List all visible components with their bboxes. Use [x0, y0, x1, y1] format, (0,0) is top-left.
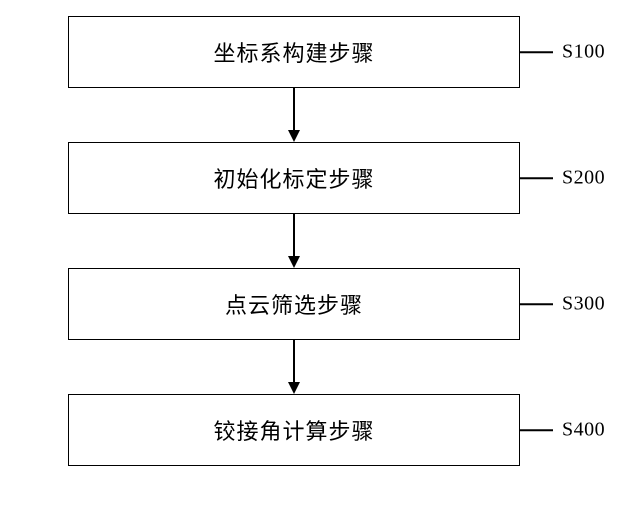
step-text: 点云筛选步骤: [225, 288, 363, 320]
step-box-s300: 点云筛选步骤: [68, 268, 520, 340]
step-text: 初始化标定步骤: [213, 162, 374, 194]
step-box-s200: 初始化标定步骤: [68, 142, 520, 214]
arrow-s100-s200: [68, 88, 520, 142]
step-label-s100: S100: [562, 41, 605, 64]
step-label-s400: S400: [562, 419, 605, 442]
connector-line: [519, 51, 553, 53]
arrow-line: [293, 340, 295, 382]
step-label-s200: S200: [562, 167, 605, 190]
step-box-s100: 坐标系构建步骤: [68, 16, 520, 88]
connector-line: [519, 177, 553, 179]
step-label-s300: S300: [562, 293, 605, 316]
step-box-s400: 铰接角计算步骤: [68, 394, 520, 466]
arrow-s300-s400: [68, 340, 520, 394]
step-text: 铰接角计算步骤: [213, 414, 374, 446]
connector-line: [519, 429, 553, 431]
arrow-line: [293, 214, 295, 256]
arrow-head-icon: [288, 256, 300, 268]
arrow-head-icon: [288, 130, 300, 142]
arrow-line: [293, 88, 295, 130]
arrow-head-icon: [288, 382, 300, 394]
step-text: 坐标系构建步骤: [213, 36, 374, 68]
arrow-s200-s300: [68, 214, 520, 268]
flowchart-container: 坐标系构建步骤 初始化标定步骤 点云筛选步骤 铰接角计算步骤: [68, 16, 554, 466]
connector-line: [519, 303, 553, 305]
